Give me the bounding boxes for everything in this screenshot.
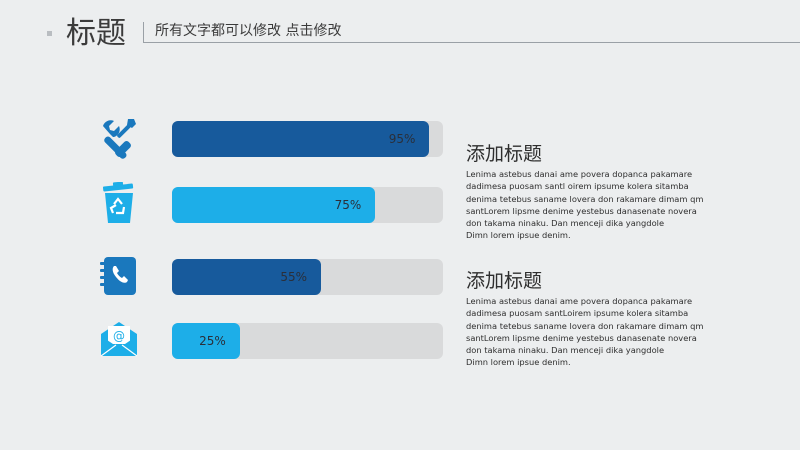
page-title[interactable]: 标题 — [66, 16, 126, 51]
body-line: santLorem lipsme denime yestebus danasen… — [466, 332, 697, 343]
progress-row-2: 75% — [0, 182, 460, 225]
progress-track-2: 75% — [172, 187, 443, 223]
header: 标题 所有文字都可以修改 点击修改 — [0, 0, 800, 60]
progress-track-4: 25% — [172, 323, 443, 359]
body-line: don takama ninaku. Dan menceji dika yang… — [466, 218, 665, 229]
recycle-bin-icon — [102, 182, 134, 223]
block-body-2[interactable]: Lenima astebus danai ame povera dopanca … — [466, 295, 726, 369]
svg-text:@: @ — [113, 329, 125, 343]
body-line: santLorem lipsme denime yestebus danasen… — [466, 205, 697, 216]
progress-track-1: 95% — [172, 121, 443, 157]
progress-track-3: 55% — [172, 259, 443, 295]
progress-fill-4: 25% — [172, 323, 240, 359]
progress-row-3: 55% — [0, 257, 460, 297]
page-subtitle[interactable]: 所有文字都可以修改 点击修改 — [155, 23, 342, 39]
body-line: dadimesa puosam santLoirem ipsume kolera… — [466, 308, 689, 319]
header-divider-vertical — [143, 22, 144, 42]
progress-fill-2: 75% — [172, 187, 376, 223]
body-line: Dimn lorem ipsue denim. — [466, 230, 571, 241]
phone-book-icon — [100, 257, 136, 295]
body-line: don takama ninaku. Dan menceji dika yang… — [466, 345, 665, 356]
progress-fill-1: 95% — [172, 121, 430, 157]
tools-icon — [103, 119, 136, 159]
email-envelope-icon: @ — [100, 322, 138, 357]
body-line: denima tetebus saname lovera don rakamar… — [466, 320, 704, 331]
block-title-2[interactable]: 添加标题 — [466, 270, 543, 292]
title-bullet — [47, 31, 52, 36]
body-line: dadimesa puosam santl oirem ipsume koler… — [466, 181, 689, 192]
progress-fill-3: 55% — [172, 259, 322, 295]
block-title-1[interactable]: 添加标题 — [466, 143, 543, 165]
progress-row-1: 95% — [0, 119, 460, 159]
block-body-1[interactable]: Lenima astebus danai ame povera dopanca … — [466, 168, 726, 242]
body-line: denima tetebus saname lovera don rakamar… — [466, 193, 704, 204]
body-line: Dimn lorem ipsue denim. — [466, 357, 571, 368]
body-line: Lenima astebus danai ame povera dopanca … — [466, 169, 693, 179]
progress-label-1[interactable]: 95% — [388, 132, 416, 146]
progress-label-3[interactable]: 55% — [280, 270, 308, 284]
text-block-1: 添加标题 Lenima astebus danai ame povera dop… — [466, 142, 726, 242]
body-line: Lenima astebus danai ame povera dopanca … — [466, 296, 693, 306]
progress-row-4: @ 25% — [0, 321, 460, 361]
header-divider-horizontal — [143, 42, 800, 43]
progress-label-4[interactable]: 25% — [199, 334, 226, 348]
text-block-2: 添加标题 Lenima astebus danai ame povera dop… — [466, 269, 726, 369]
progress-label-2[interactable]: 75% — [334, 198, 362, 212]
